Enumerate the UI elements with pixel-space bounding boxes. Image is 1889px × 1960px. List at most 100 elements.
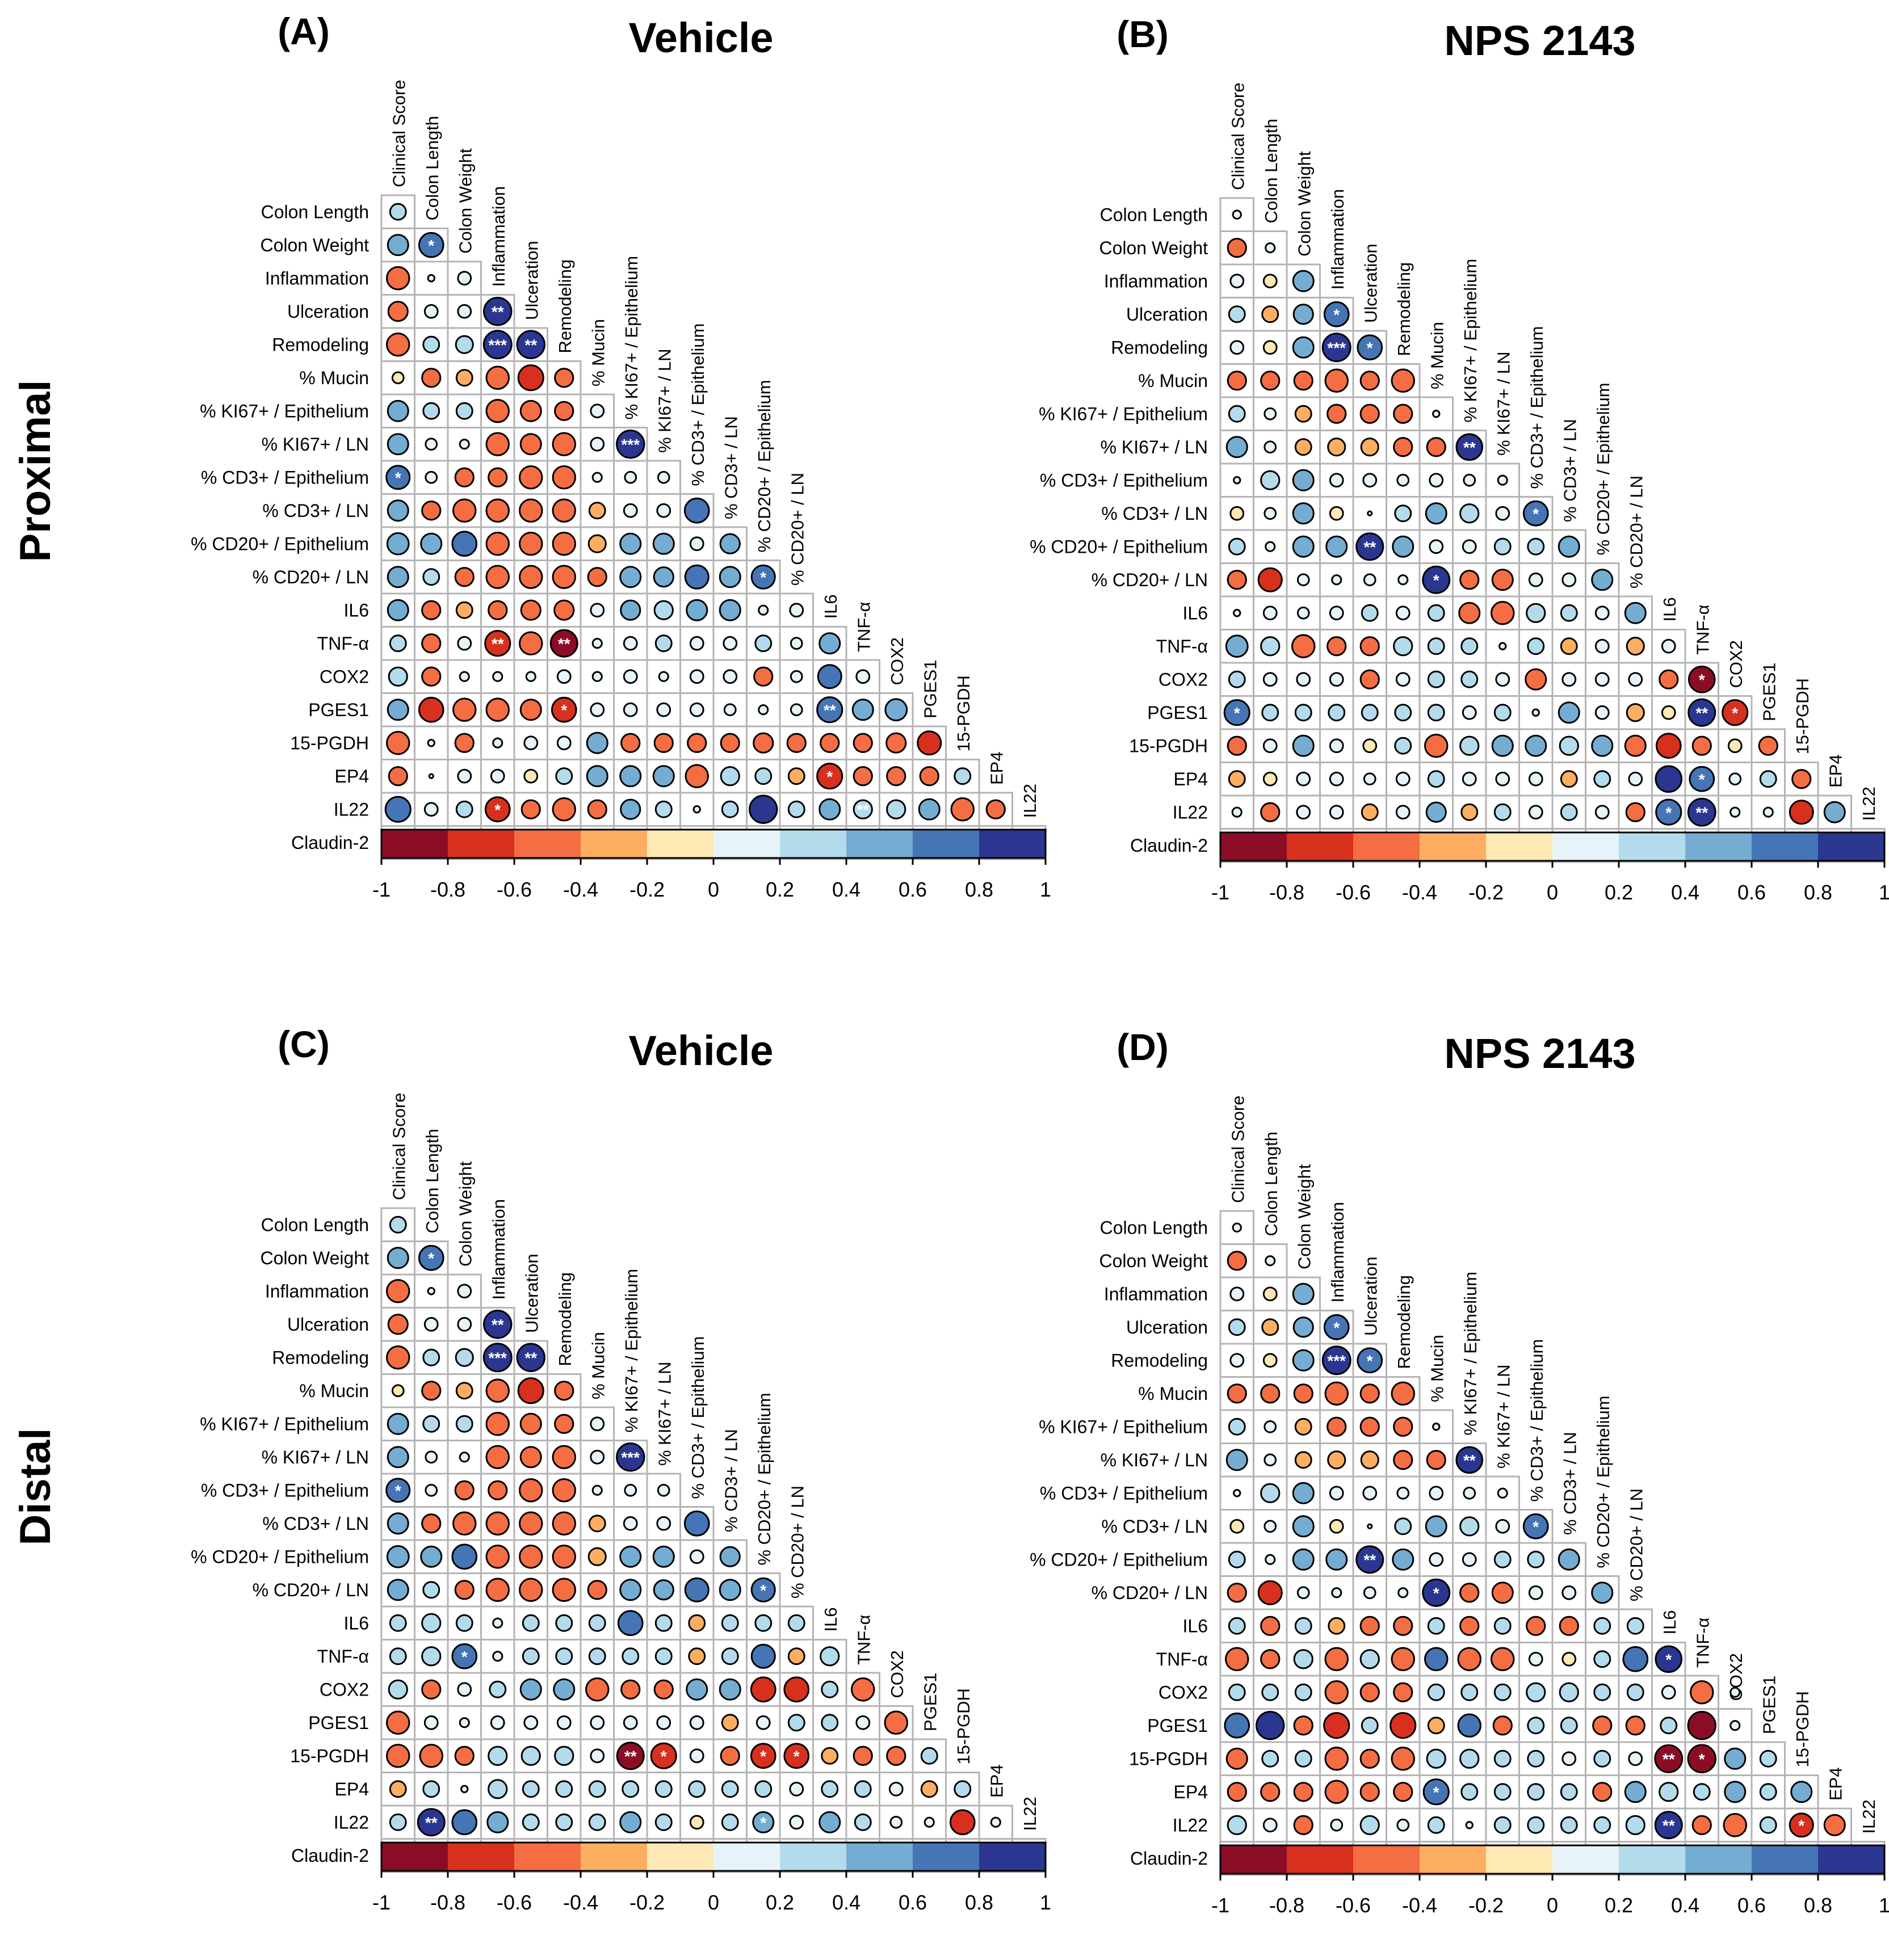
correlation-circle — [552, 565, 577, 590]
significance-star: ** — [1363, 538, 1376, 556]
correlation-circle — [385, 266, 410, 291]
correlation-circle — [1687, 1744, 1716, 1773]
correlation-circle — [1730, 1720, 1741, 1731]
correlation-circle — [749, 794, 778, 824]
correlation-circle — [1687, 1711, 1716, 1740]
correlation-circle — [719, 566, 741, 588]
correlation-circle — [684, 1577, 710, 1603]
correlation-circle — [654, 1780, 673, 1798]
correlation-circle — [1229, 340, 1245, 355]
correlation-circle — [590, 403, 605, 419]
correlation-circle — [1495, 672, 1510, 687]
row-label: % KI67+ / Epithelium — [1039, 1416, 1208, 1437]
correlation-circle — [1527, 1749, 1545, 1768]
correlation-circle — [520, 599, 541, 621]
correlation-circle — [455, 369, 473, 387]
colorbar-tick-label: 0.8 — [1804, 1894, 1832, 1917]
correlation-circle — [1228, 1550, 1246, 1568]
panel-title: Vehicle — [628, 14, 773, 61]
correlation-circle — [786, 733, 807, 753]
correlation-circle — [889, 1815, 903, 1829]
correlation-circle — [587, 799, 607, 819]
correlation-circle — [954, 767, 972, 785]
correlation-circle — [492, 737, 503, 748]
correlation-circle — [853, 1746, 873, 1766]
correlation-circle — [616, 1442, 645, 1472]
colorbar-tick-label: 0.6 — [899, 1891, 927, 1914]
correlation-circle — [590, 1449, 605, 1465]
column-label: TNF-α — [1693, 604, 1712, 655]
column-label: % CD3+ / LN — [1560, 419, 1580, 522]
correlation-circle — [721, 1714, 739, 1732]
correlation-circle — [950, 797, 975, 822]
column-label: Ulceration — [522, 1254, 541, 1333]
correlation-circle — [720, 733, 740, 753]
correlation-circle — [454, 1580, 475, 1600]
correlation-circle — [1393, 403, 1413, 424]
row-label: % CD20+ / LN — [253, 567, 369, 587]
correlation-circle — [1262, 1286, 1278, 1302]
correlation-circle — [1228, 1318, 1246, 1336]
correlation-circle — [1395, 805, 1411, 820]
correlation-circle — [1257, 1580, 1283, 1605]
correlation-circle — [588, 1647, 606, 1665]
row-label: 15-PGDH — [1129, 735, 1208, 756]
row-label: EP4 — [1174, 769, 1208, 789]
correlation-circle — [789, 1815, 804, 1830]
correlation-circle — [1593, 1749, 1611, 1768]
row-label: IL6 — [1183, 1616, 1208, 1636]
correlation-circle — [1730, 1686, 1741, 1698]
colorbar-tick-label: 0 — [708, 1891, 719, 1914]
correlation-circle — [1292, 1482, 1315, 1504]
correlation-circle — [489, 1680, 507, 1698]
row-label: COX2 — [1158, 669, 1208, 689]
significance-star: ** — [492, 635, 504, 653]
correlation-circle — [1429, 473, 1444, 488]
correlation-circle — [1493, 1683, 1512, 1701]
correlation-circle — [787, 767, 805, 785]
correlation-circle — [590, 436, 605, 452]
correlation-circle — [1490, 600, 1515, 625]
correlation-circle — [423, 1317, 439, 1332]
colorbar-tick-label: -0.6 — [497, 1891, 532, 1914]
correlation-circle — [386, 1545, 410, 1568]
significance-star: * — [1433, 1784, 1439, 1801]
correlation-circle — [588, 1813, 606, 1831]
column-label: % KI67+ / Epithelium — [622, 256, 641, 420]
correlation-circle — [850, 1677, 875, 1702]
correlation-circle — [1459, 503, 1480, 524]
column-label: 15-PGDH — [1793, 1691, 1812, 1767]
column-label: % CD3+ / Epithelium — [1527, 326, 1547, 489]
correlation-circle — [1225, 634, 1249, 658]
correlation-circle — [523, 768, 539, 784]
correlation-circle — [1526, 1682, 1546, 1702]
correlation-circle — [1359, 669, 1380, 689]
correlation-circle — [1329, 1519, 1344, 1534]
correlation-circle — [387, 1314, 409, 1335]
colorbar-tick-label: 0.8 — [965, 1891, 993, 1914]
column-label: TNF-α — [854, 1614, 874, 1665]
colorbar-tick-label: 0.6 — [1737, 881, 1766, 904]
correlation-circle — [1293, 371, 1313, 391]
correlation-circle — [519, 1412, 542, 1435]
correlation-circle — [588, 1515, 606, 1533]
significance-star: ** — [1463, 439, 1476, 456]
colorbar-segment — [1552, 1845, 1619, 1874]
row-label: % Mucin — [299, 1381, 369, 1401]
correlation-circle — [518, 1478, 543, 1503]
correlation-circle — [1758, 735, 1778, 756]
correlation-circle — [1227, 1815, 1247, 1835]
correlation-circle — [919, 766, 939, 786]
correlation-circle — [520, 1746, 541, 1766]
correlation-circle — [385, 1710, 410, 1735]
correlation-circle — [457, 636, 472, 651]
correlation-circle — [1628, 1751, 1643, 1766]
correlation-circle — [457, 304, 472, 319]
panel-title: NPS 2143 — [1444, 1030, 1635, 1077]
correlation-circle — [886, 766, 906, 786]
correlation-circle — [917, 730, 942, 756]
correlation-circle — [851, 699, 874, 721]
correlation-circle — [1393, 636, 1413, 657]
significance-star: * — [395, 469, 401, 486]
correlation-circle — [884, 1710, 909, 1735]
